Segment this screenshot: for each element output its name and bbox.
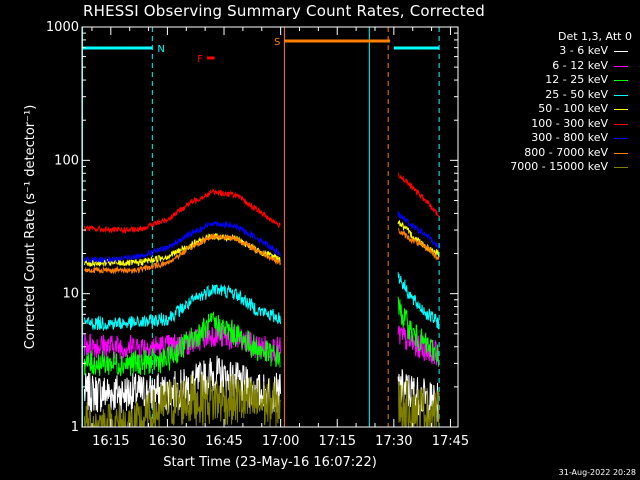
legend-entry: 50 - 100 keV bbox=[472, 102, 632, 116]
flag-label: N bbox=[157, 44, 164, 55]
series-line bbox=[397, 220, 440, 257]
series-line bbox=[397, 296, 440, 367]
legend-entry: 800 - 7000 keV bbox=[472, 146, 632, 160]
y-tick-label: 10 bbox=[62, 287, 79, 302]
series-line bbox=[397, 369, 440, 422]
x-tick-label: 16:15 bbox=[92, 434, 129, 449]
chart-title: RHESSI Observing Summary Count Rates, Co… bbox=[82, 2, 485, 20]
legend-swatch bbox=[614, 65, 628, 67]
series-line bbox=[83, 220, 281, 264]
legend-label: 100 - 300 keV bbox=[531, 116, 608, 130]
y-tick-label: 100 bbox=[54, 153, 79, 168]
y-axis-label: Corrected Count Rate (s⁻¹ detector⁻¹) bbox=[23, 105, 38, 350]
legend-swatch bbox=[614, 51, 628, 52]
legend-entry: 6 - 12 keV bbox=[472, 59, 632, 73]
series-line bbox=[398, 227, 440, 261]
legend-entry: 300 - 800 keV bbox=[472, 131, 632, 145]
series-line bbox=[83, 233, 281, 275]
series-line bbox=[83, 310, 281, 377]
series-line bbox=[397, 172, 440, 218]
plot-frame bbox=[81, 26, 459, 428]
legend-label: 25 - 50 keV bbox=[545, 87, 608, 101]
generation-timestamp: 31-Aug-2022 20:28 bbox=[558, 468, 636, 477]
legend-entry: 25 - 50 keV bbox=[472, 88, 632, 102]
y-tick-label: 1 bbox=[71, 420, 79, 435]
legend-label: 6 - 12 keV bbox=[552, 58, 608, 72]
legend-swatch bbox=[614, 138, 628, 139]
series-line bbox=[83, 187, 281, 235]
x-tick-label: 17:45 bbox=[432, 434, 469, 449]
legend-swatch bbox=[614, 109, 628, 110]
legend-label: 300 - 800 keV bbox=[531, 131, 608, 144]
legend-swatch bbox=[614, 80, 628, 81]
x-tick-label: 16:45 bbox=[205, 434, 242, 449]
x-tick-label: 17:00 bbox=[262, 434, 299, 449]
x-tick-label: 17:30 bbox=[375, 434, 412, 449]
legend-label: 12 - 25 keV bbox=[545, 73, 608, 86]
legend-swatch bbox=[614, 123, 628, 125]
legend-entry: 100 - 300 keV bbox=[472, 117, 632, 131]
legend-label: 3 - 6 keV bbox=[559, 44, 608, 57]
series-line bbox=[397, 210, 440, 250]
x-tick-label: 16:30 bbox=[149, 434, 186, 449]
x-axis-label: Start Time (23-May-16 16:07:22) bbox=[163, 455, 377, 470]
legend-swatch bbox=[614, 152, 628, 154]
legend-entry: 3 - 6 keV bbox=[472, 44, 632, 58]
legend-label: 50 - 100 keV bbox=[538, 102, 608, 115]
legend-swatch bbox=[614, 94, 628, 96]
legend-swatch bbox=[614, 167, 628, 168]
series-line bbox=[83, 373, 281, 428]
legend-label: 7000 - 15000 keV bbox=[510, 160, 608, 173]
y-tick-label: 1000 bbox=[46, 20, 79, 35]
legend-entry: 7000 - 15000 keV bbox=[472, 160, 632, 174]
series-line bbox=[83, 284, 281, 332]
legend-entry: 12 - 25 keV bbox=[472, 73, 632, 87]
legend-label: 800 - 7000 keV bbox=[524, 145, 608, 159]
series-line bbox=[397, 272, 440, 330]
legend-header: Det 1,3, Att 0 bbox=[558, 30, 632, 43]
flag-label: F bbox=[197, 54, 203, 65]
x-tick-label: 17:15 bbox=[319, 434, 356, 449]
series-line bbox=[397, 325, 440, 366]
flag-label: S bbox=[274, 37, 280, 48]
